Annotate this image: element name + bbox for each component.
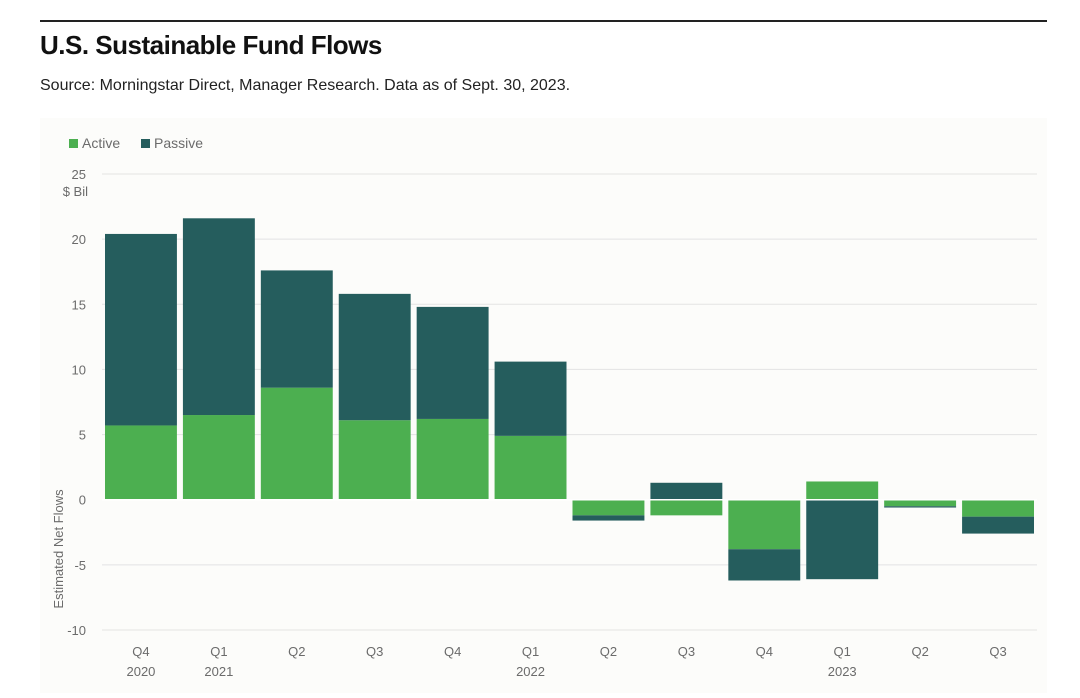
legend-swatch-active	[69, 139, 78, 148]
y-tick-label: 5	[79, 428, 86, 443]
bar-active	[728, 499, 801, 550]
bar-active	[806, 481, 879, 500]
bar-passive	[572, 515, 645, 521]
x-year-label: 2021	[204, 664, 233, 679]
legend-label-active: Active	[82, 135, 120, 151]
y-tick-label: -10	[67, 623, 86, 638]
bar-active	[572, 499, 645, 516]
bar-passive	[338, 293, 411, 421]
bar-passive	[962, 516, 1034, 534]
x-tick-label: Q3	[678, 644, 695, 659]
y-tick-label: 20	[72, 232, 86, 247]
bar-passive	[260, 270, 333, 388]
fund-flows-chart: Active Passive $ Bil Estimated Net Flows…	[51, 135, 1037, 679]
x-tick-label: Q1	[210, 644, 227, 659]
bar-active	[338, 420, 411, 500]
bar-passive	[806, 499, 879, 580]
legend-label-passive: Passive	[154, 135, 203, 151]
legend-swatch-passive	[141, 139, 150, 148]
y-unit-label: $ Bil	[63, 184, 88, 199]
x-tick-label: Q1	[834, 644, 851, 659]
x-tick-label: Q2	[600, 644, 617, 659]
y-tick-labels: -10 -5 0 5 10 15 20 25	[67, 167, 86, 638]
x-year-label: 2022	[516, 664, 545, 679]
chart-title: U.S. Sustainable Fund Flows	[40, 30, 382, 60]
x-tick-label: Q4	[132, 644, 149, 659]
x-tick-label: Q1	[522, 644, 539, 659]
bar-active	[416, 418, 489, 500]
bar-passive	[105, 233, 177, 426]
y-axis-title: Estimated Net Flows	[51, 489, 66, 609]
x-tick-label: Q4	[756, 644, 773, 659]
bar-active	[105, 425, 177, 500]
y-tick-label: 15	[72, 297, 86, 312]
x-tick-label: Q3	[989, 644, 1006, 659]
bar-passive	[494, 361, 567, 436]
bar-active	[650, 499, 723, 516]
bar-active	[182, 415, 255, 500]
bar-active	[260, 387, 333, 500]
x-tick-label: Q3	[366, 644, 383, 659]
x-year-label: 2020	[126, 664, 155, 679]
y-tick-label: -5	[74, 558, 86, 573]
y-tick-label: 25	[72, 167, 86, 182]
bar-passive	[728, 549, 801, 581]
top-rule	[40, 20, 1047, 22]
y-tick-label: 0	[79, 493, 86, 508]
bars	[102, 218, 1037, 581]
bar-active	[494, 435, 567, 500]
bar-passive	[416, 306, 489, 419]
bar-passive	[182, 218, 255, 416]
bar-passive	[650, 482, 723, 500]
x-tick-label: Q2	[288, 644, 305, 659]
x-tick-labels: Q4 2020 Q1 2021 Q2 Q3 Q4 Q1 2022 Q2 Q3 Q4 Q1 2023 Q2 Q3	[126, 644, 1006, 679]
bar-passive	[884, 506, 957, 508]
y-tick-label: 10	[72, 362, 86, 377]
bar-active	[884, 499, 957, 507]
chart-subtitle: Source: Morningstar Direct, Manager Rese…	[40, 77, 571, 94]
x-tick-label: Q2	[911, 644, 928, 659]
chart-area: Active Passive $ Bil Estimated Net Flows…	[40, 118, 1047, 693]
x-tick-label: Q4	[444, 644, 461, 659]
x-year-label: 2023	[828, 664, 857, 679]
legend: Active Passive	[69, 135, 203, 151]
bar-active	[962, 499, 1034, 517]
